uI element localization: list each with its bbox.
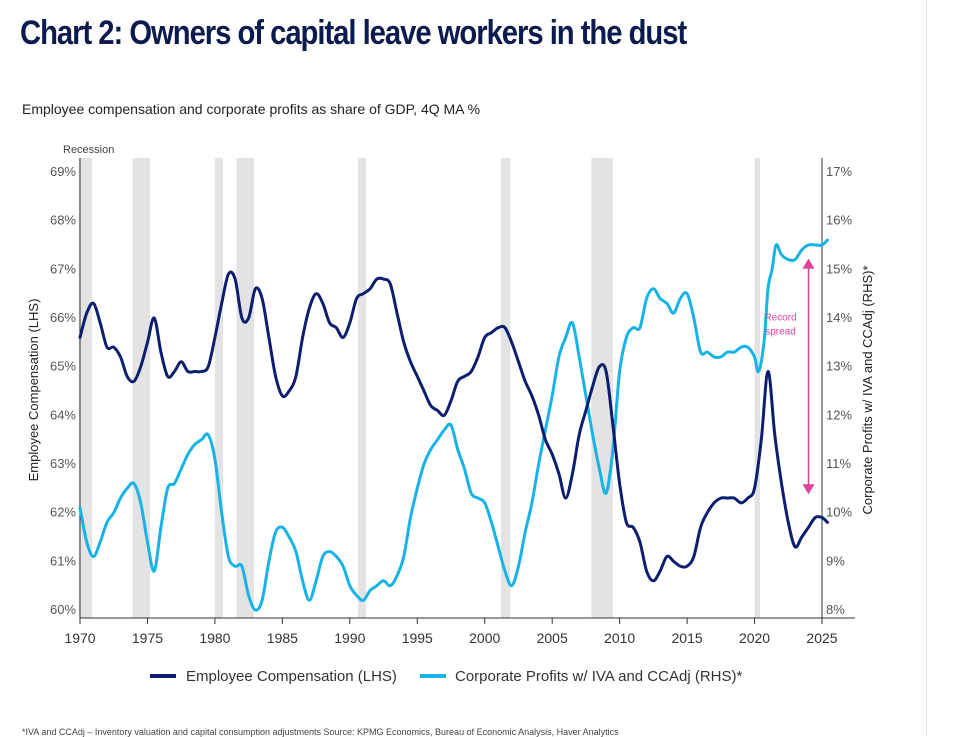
series-line-employee-compensation (78, 270, 829, 583)
x-tick-label: 2005 (537, 630, 568, 646)
recession-band-6 (591, 158, 613, 618)
left-tick-label: 67% (50, 261, 76, 276)
annotation-line-2: spread (765, 326, 796, 337)
right-tick-label: 17% (826, 164, 852, 179)
chart-subtitle: Employee compensation and corporate prof… (22, 101, 481, 117)
x-tick-label: 1970 (64, 630, 95, 646)
left-tick-label: 65% (50, 359, 76, 374)
annotation-line-1: Record (764, 312, 796, 323)
left-tick-label: 60% (50, 602, 76, 617)
right-axis-ticks: 8% 9% 10% 11% 12% 13% 14% 15% 16% 17% (826, 164, 852, 617)
legend-label-corporate-profits: Corporate Profits w/ IVA and CCAdj (RHS)… (455, 668, 742, 685)
right-tick-label: 9% (826, 553, 845, 568)
right-tick-label: 15% (826, 261, 852, 276)
series-layer (78, 238, 829, 612)
x-tick-label: 1995 (402, 630, 433, 646)
footnote: *IVA and CCAdj – Inventory valuation and… (22, 727, 619, 737)
left-tick-label: 64% (50, 407, 76, 422)
recession-bands (78, 158, 760, 618)
x-tick-label: 1980 (199, 630, 230, 646)
left-tick-label: 61% (50, 553, 76, 568)
recession-band-1 (132, 158, 151, 618)
x-tick-label: 2015 (672, 630, 703, 646)
x-tick-label: 1990 (334, 630, 365, 646)
series-line-corporate-profits (78, 238, 829, 612)
left-tick-label: 62% (50, 505, 76, 520)
arrow-head-bottom (802, 484, 815, 495)
x-tick-label: 1985 (267, 630, 298, 646)
left-axis-title: Employee Compensation (LHS) (26, 299, 41, 482)
recession-band-4 (357, 158, 367, 618)
x-tick-label: 2020 (739, 630, 770, 646)
recession-band-5 (500, 158, 511, 618)
line-chart: Recession 60% 61% 62% 63% 64% 65% 66% 67% 68% 69%… (26, 144, 875, 685)
legend-label-employee-compensation: Employee Compensation (LHS) (186, 668, 397, 685)
x-axis-ticks: 1970 1975 1980 1985 1990 1995 2000 2005 2010 2015… (64, 618, 838, 646)
left-tick-label: 68% (50, 213, 76, 228)
right-tick-label: 8% (826, 602, 845, 617)
right-tick-label: 10% (826, 505, 852, 520)
left-tick-label: 63% (50, 456, 76, 471)
x-tick-label: 2025 (806, 630, 837, 646)
recession-band-3 (236, 158, 255, 618)
right-tick-label: 14% (826, 310, 852, 325)
right-tick-label: 12% (826, 407, 852, 422)
recession-band-0 (78, 158, 93, 618)
left-tick-label: 66% (50, 310, 76, 325)
page-edge-divider (926, 0, 927, 736)
x-tick-label: 2000 (469, 630, 500, 646)
right-axis-title: Corporate Profits w/ IVA and CCAdj (RHS)… (860, 265, 875, 514)
left-axis-ticks: 60% 61% 62% 63% 64% 65% 66% 67% 68% 69% (50, 164, 76, 617)
legend: Employee Compensation (LHS) Corporate Pr… (150, 668, 742, 685)
chart-title: Chart 2: Owners of capital leave workers… (20, 14, 687, 52)
x-tick-label: 1975 (132, 630, 163, 646)
right-tick-label: 13% (826, 359, 852, 374)
x-tick-label: 2010 (604, 630, 635, 646)
right-tick-label: 11% (826, 456, 851, 471)
recession-label: Recession (63, 144, 114, 156)
recession-band-2 (214, 158, 224, 618)
record-spread-annotation: Record spread (764, 258, 815, 495)
right-tick-label: 16% (826, 213, 852, 228)
arrow-head-top (802, 258, 815, 269)
left-tick-label: 69% (50, 164, 76, 179)
recession-band-7 (754, 158, 760, 618)
